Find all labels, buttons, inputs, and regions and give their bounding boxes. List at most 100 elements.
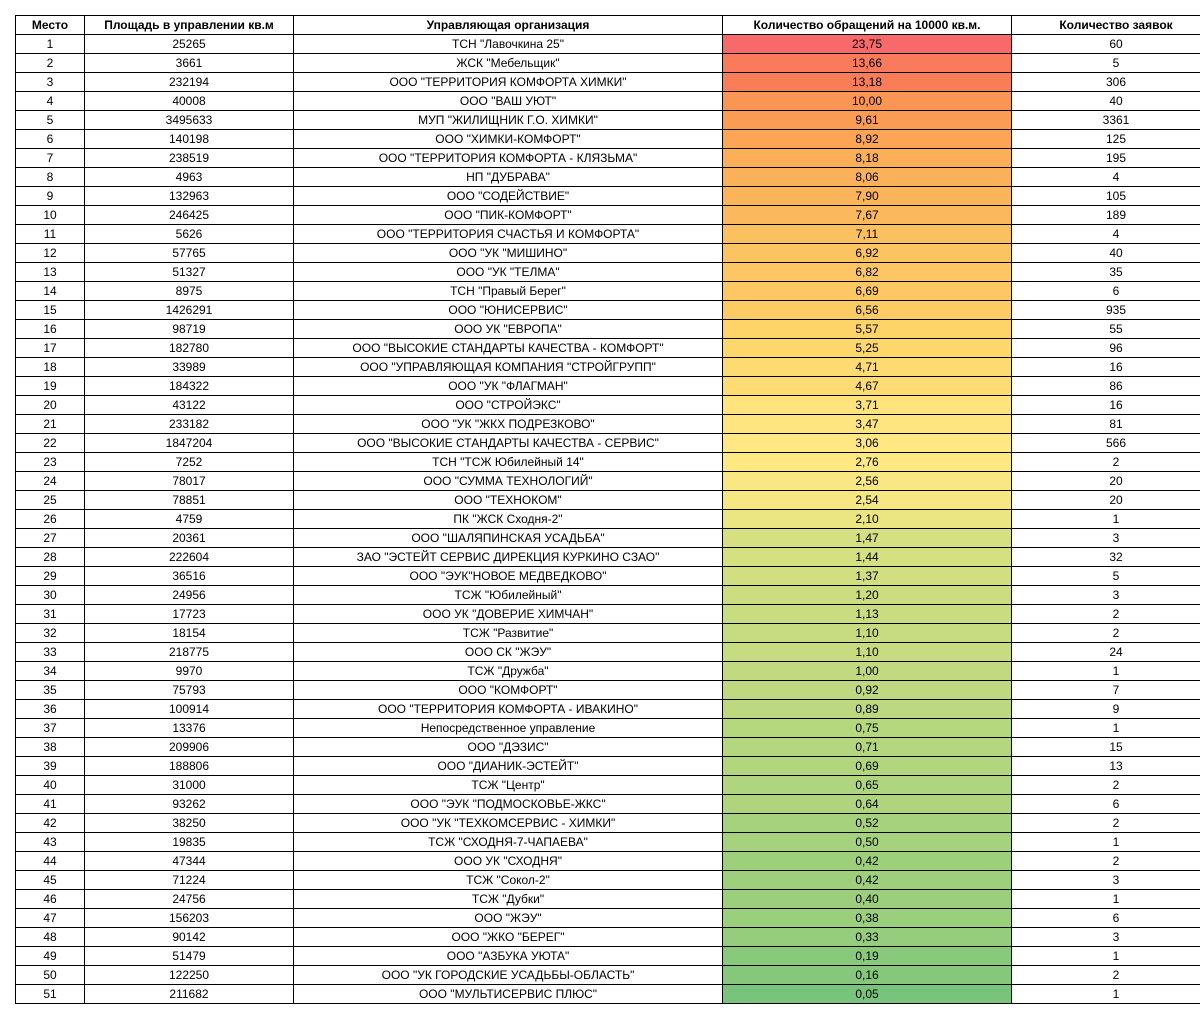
cell-count: 125 xyxy=(1012,130,1200,149)
cell-place: 46 xyxy=(16,890,85,909)
cell-count: 2 xyxy=(1012,814,1200,833)
cell-org: ООО "СОДЕЙСТВИЕ" xyxy=(294,187,723,206)
cell-count: 7 xyxy=(1012,681,1200,700)
col-header-place: Место xyxy=(16,16,85,35)
table-row: 3713376Непосредственное управление0,751 xyxy=(16,719,1200,738)
cell-org: ТСЖ "Юбилейный" xyxy=(294,586,723,605)
cell-ratio: 7,90 xyxy=(723,187,1012,206)
cell-count: 35 xyxy=(1012,263,1200,282)
table-row: 4447344ООО УК "СХОДНЯ"0,422 xyxy=(16,852,1200,871)
table-row: 1257765ООО "УК "МИШИНО"6,9240 xyxy=(16,244,1200,263)
cell-place: 1 xyxy=(16,35,85,54)
cell-place: 34 xyxy=(16,662,85,681)
cell-org: ООО "СТРОЙЭКС" xyxy=(294,396,723,415)
cell-place: 25 xyxy=(16,491,85,510)
table-row: 50122250ООО "УК ГОРОДСКИЕ УСАДЬБЫ-ОБЛАСТ… xyxy=(16,966,1200,985)
cell-count: 20 xyxy=(1012,491,1200,510)
cell-ratio: 1,13 xyxy=(723,605,1012,624)
cell-count: 3 xyxy=(1012,586,1200,605)
table-row: 84963НП "ДУБРАВА"8,064 xyxy=(16,168,1200,187)
cell-count: 1 xyxy=(1012,890,1200,909)
table-row: 9132963ООО "СОДЕЙСТВИЕ"7,90105 xyxy=(16,187,1200,206)
cell-org: ООО "ШАЛЯПИНСКАЯ УСАДЬБА" xyxy=(294,529,723,548)
cell-place: 48 xyxy=(16,928,85,947)
cell-ratio: 13,66 xyxy=(723,54,1012,73)
cell-ratio: 13,18 xyxy=(723,73,1012,92)
cell-place: 43 xyxy=(16,833,85,852)
cell-place: 49 xyxy=(16,947,85,966)
cell-ratio: 2,76 xyxy=(723,453,1012,472)
cell-org: ООО "ДИАНИК-ЭСТЕЙТ" xyxy=(294,757,723,776)
cell-ratio: 0,89 xyxy=(723,700,1012,719)
col-header-org: Управляющая организация xyxy=(294,16,723,35)
cell-place: 22 xyxy=(16,434,85,453)
cell-area: 3661 xyxy=(85,54,294,73)
cell-org: ТСЖ "Дубки" xyxy=(294,890,723,909)
cell-ratio: 4,71 xyxy=(723,358,1012,377)
cell-org: ООО "ТЕРРИТОРИЯ КОМФОРТА - КЛЯЗЬМА" xyxy=(294,149,723,168)
table-row: 115626ООО "ТЕРРИТОРИЯ СЧАСТЬЯ И КОМФОРТА… xyxy=(16,225,1200,244)
cell-place: 20 xyxy=(16,396,85,415)
cell-count: 6 xyxy=(1012,909,1200,928)
cell-count: 2 xyxy=(1012,453,1200,472)
cell-area: 43122 xyxy=(85,396,294,415)
cell-org: Непосредственное управление xyxy=(294,719,723,738)
cell-org: ООО "СУММА ТЕХНОЛОГИЙ" xyxy=(294,472,723,491)
cell-ratio: 5,57 xyxy=(723,320,1012,339)
cell-org: ООО "ПИК-КОМФОРТ" xyxy=(294,206,723,225)
cell-area: 75793 xyxy=(85,681,294,700)
cell-count: 15 xyxy=(1012,738,1200,757)
cell-count: 189 xyxy=(1012,206,1200,225)
cell-ratio: 3,47 xyxy=(723,415,1012,434)
col-header-count: Количество заявок xyxy=(1012,16,1200,35)
cell-place: 31 xyxy=(16,605,85,624)
cell-count: 2 xyxy=(1012,966,1200,985)
table-row: 221847204ООО "ВЫСОКИЕ СТАНДАРТЫ КАЧЕСТВА… xyxy=(16,434,1200,453)
cell-org: МУП "ЖИЛИЩНИК Г.О. ХИМКИ" xyxy=(294,111,723,130)
cell-ratio: 1,47 xyxy=(723,529,1012,548)
cell-area: 17723 xyxy=(85,605,294,624)
cell-count: 40 xyxy=(1012,244,1200,263)
cell-org: ООО "КОМФОРТ" xyxy=(294,681,723,700)
cell-area: 1847204 xyxy=(85,434,294,453)
cell-area: 232194 xyxy=(85,73,294,92)
cell-org: ООО "МУЛЬТИСЕРВИС ПЛЮС" xyxy=(294,985,723,1004)
cell-org: ООО "ДЭЗИС" xyxy=(294,738,723,757)
cell-place: 21 xyxy=(16,415,85,434)
cell-area: 20361 xyxy=(85,529,294,548)
cell-place: 10 xyxy=(16,206,85,225)
cell-org: ТСЖ "Центр" xyxy=(294,776,723,795)
cell-ratio: 8,06 xyxy=(723,168,1012,187)
cell-area: 47344 xyxy=(85,852,294,871)
table-row: 4031000ТСЖ "Центр"0,652 xyxy=(16,776,1200,795)
table-row: 7238519ООО "ТЕРРИТОРИЯ КОМФОРТА - КЛЯЗЬМ… xyxy=(16,149,1200,168)
cell-ratio: 8,92 xyxy=(723,130,1012,149)
cell-area: 211682 xyxy=(85,985,294,1004)
cell-count: 16 xyxy=(1012,358,1200,377)
cell-org: ТСН "ТСЖ Юбилейный 14" xyxy=(294,453,723,472)
cell-org: ТСЖ "Развитие" xyxy=(294,624,723,643)
cell-ratio: 3,71 xyxy=(723,396,1012,415)
cell-place: 13 xyxy=(16,263,85,282)
cell-count: 2 xyxy=(1012,776,1200,795)
cell-count: 13 xyxy=(1012,757,1200,776)
table-row: 21233182ООО "УК "ЖКХ ПОДРЕЗКОВО"3,4781 xyxy=(16,415,1200,434)
cell-count: 1 xyxy=(1012,947,1200,966)
cell-org: ООО "УК ГОРОДСКИЕ УСАДЬБЫ-ОБЛАСТЬ" xyxy=(294,966,723,985)
cell-place: 38 xyxy=(16,738,85,757)
cell-ratio: 0,19 xyxy=(723,947,1012,966)
table-row: 3218154ТСЖ "Развитие"1,102 xyxy=(16,624,1200,643)
cell-ratio: 8,18 xyxy=(723,149,1012,168)
cell-ratio: 1,37 xyxy=(723,567,1012,586)
cell-org: ООО "АЗБУКА УЮТА" xyxy=(294,947,723,966)
table-row: 3024956ТСЖ "Юбилейный"1,203 xyxy=(16,586,1200,605)
cell-ratio: 1,10 xyxy=(723,643,1012,662)
cell-place: 7 xyxy=(16,149,85,168)
cell-place: 32 xyxy=(16,624,85,643)
table-row: 264759ПК "ЖСК Сходня-2"2,101 xyxy=(16,510,1200,529)
cell-ratio: 1,00 xyxy=(723,662,1012,681)
cell-ratio: 10,00 xyxy=(723,92,1012,111)
cell-area: 4759 xyxy=(85,510,294,529)
cell-area: 156203 xyxy=(85,909,294,928)
cell-org: ТСН "Лавочкина 25" xyxy=(294,35,723,54)
